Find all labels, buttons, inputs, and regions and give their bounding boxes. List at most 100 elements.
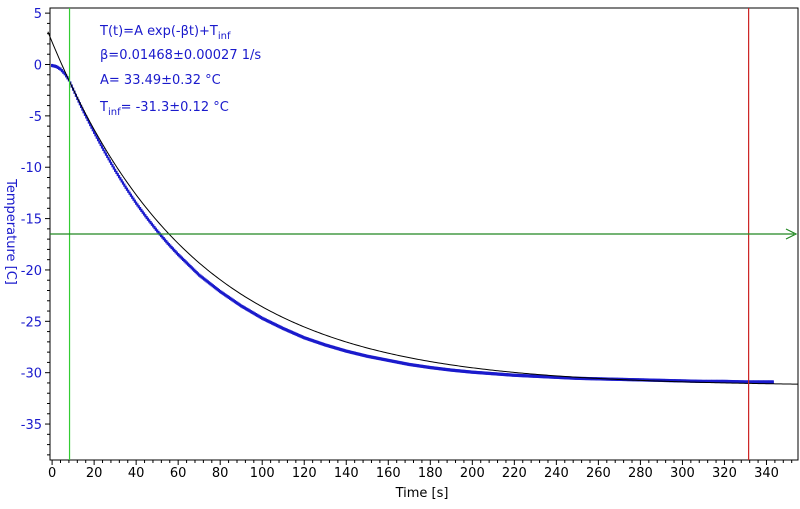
data-point	[423, 365, 426, 369]
data-point	[329, 344, 332, 348]
data-point	[171, 247, 175, 251]
data-point	[340, 348, 343, 352]
data-point	[432, 366, 436, 370]
data-point	[358, 352, 361, 357]
data-point	[477, 371, 480, 375]
data-point	[121, 181, 125, 185]
data-point	[746, 380, 750, 384]
data-point	[214, 286, 217, 290]
data-point	[542, 375, 546, 379]
data-point	[662, 378, 665, 383]
data-point	[331, 345, 334, 349]
fit-annotation: T(t)=A exp(-βt)+Tinf β=0.01468±0.00027 1…	[99, 24, 261, 118]
data-point	[739, 380, 742, 384]
data-point	[390, 359, 394, 363]
data-point	[372, 355, 375, 360]
data-point	[373, 356, 376, 360]
data-point	[719, 379, 722, 384]
data-point	[374, 356, 378, 360]
x-tick-label: 120	[292, 466, 317, 481]
data-point	[486, 371, 489, 375]
data-point	[649, 378, 652, 382]
data-point	[529, 374, 532, 378]
data-point	[405, 362, 408, 366]
data-point	[246, 307, 249, 312]
data-point	[292, 331, 295, 335]
data-point	[368, 355, 371, 359]
data-point	[424, 365, 427, 369]
data-point	[763, 380, 766, 384]
data-point	[701, 379, 704, 383]
data-point	[484, 371, 488, 375]
data-point	[145, 215, 148, 220]
data-point	[242, 305, 245, 309]
data-point	[96, 138, 100, 142]
data-point	[466, 370, 469, 374]
data-point	[215, 287, 218, 291]
data-point	[647, 378, 651, 382]
x-tick-label: 100	[250, 466, 275, 481]
data-point	[381, 357, 384, 361]
data-point	[500, 372, 504, 376]
data-point	[445, 367, 448, 372]
x-tick-label: 200	[460, 466, 485, 481]
data-point	[497, 372, 500, 376]
data-point	[758, 380, 761, 384]
data-point	[321, 342, 324, 346]
data-point	[86, 117, 89, 122]
data-point	[528, 374, 531, 378]
data-point	[348, 350, 352, 354]
data-point	[439, 367, 442, 371]
data-point	[303, 336, 306, 340]
data-point	[545, 375, 548, 379]
annotation-model-main: T(t)=A exp(-βt)+T	[99, 24, 218, 39]
data-point	[332, 345, 335, 350]
data-point	[261, 316, 264, 320]
data-point	[657, 378, 661, 382]
data-point	[160, 233, 163, 238]
data-point	[259, 315, 263, 320]
data-point	[467, 370, 470, 374]
data-point	[298, 333, 301, 338]
data-point	[353, 351, 357, 355]
data-point	[539, 374, 542, 379]
data-point	[766, 380, 769, 384]
data-point	[525, 374, 528, 378]
data-point	[516, 373, 520, 378]
data-point	[579, 376, 583, 381]
data-point	[100, 145, 104, 149]
data-point	[520, 374, 523, 378]
data-point	[505, 373, 509, 377]
data-point	[472, 370, 475, 374]
data-point	[566, 376, 569, 380]
data-point	[144, 214, 147, 218]
annotation-tinf-main: T	[99, 100, 108, 115]
data-point	[404, 362, 407, 366]
data-point	[722, 379, 725, 384]
data-point	[718, 379, 721, 384]
data-point	[325, 343, 328, 347]
data-point	[691, 379, 694, 383]
data-point	[224, 293, 227, 297]
data-point	[714, 379, 717, 384]
data-point	[140, 208, 143, 212]
data-point	[450, 368, 453, 372]
data-point	[587, 377, 590, 381]
data-point	[638, 378, 641, 382]
data-point	[107, 157, 110, 161]
data-point	[671, 379, 674, 383]
x-tick-label: 220	[502, 466, 527, 481]
data-point	[544, 375, 547, 379]
data-point	[693, 379, 696, 383]
data-point	[512, 373, 515, 377]
data-point	[549, 375, 552, 379]
data-point	[127, 189, 130, 193]
y-tick-label: -35	[21, 418, 42, 433]
data-point	[586, 376, 589, 381]
data-point	[228, 296, 232, 300]
data-point	[713, 379, 716, 384]
data-point	[563, 376, 567, 380]
data-point	[146, 217, 150, 221]
data-point	[441, 367, 444, 371]
